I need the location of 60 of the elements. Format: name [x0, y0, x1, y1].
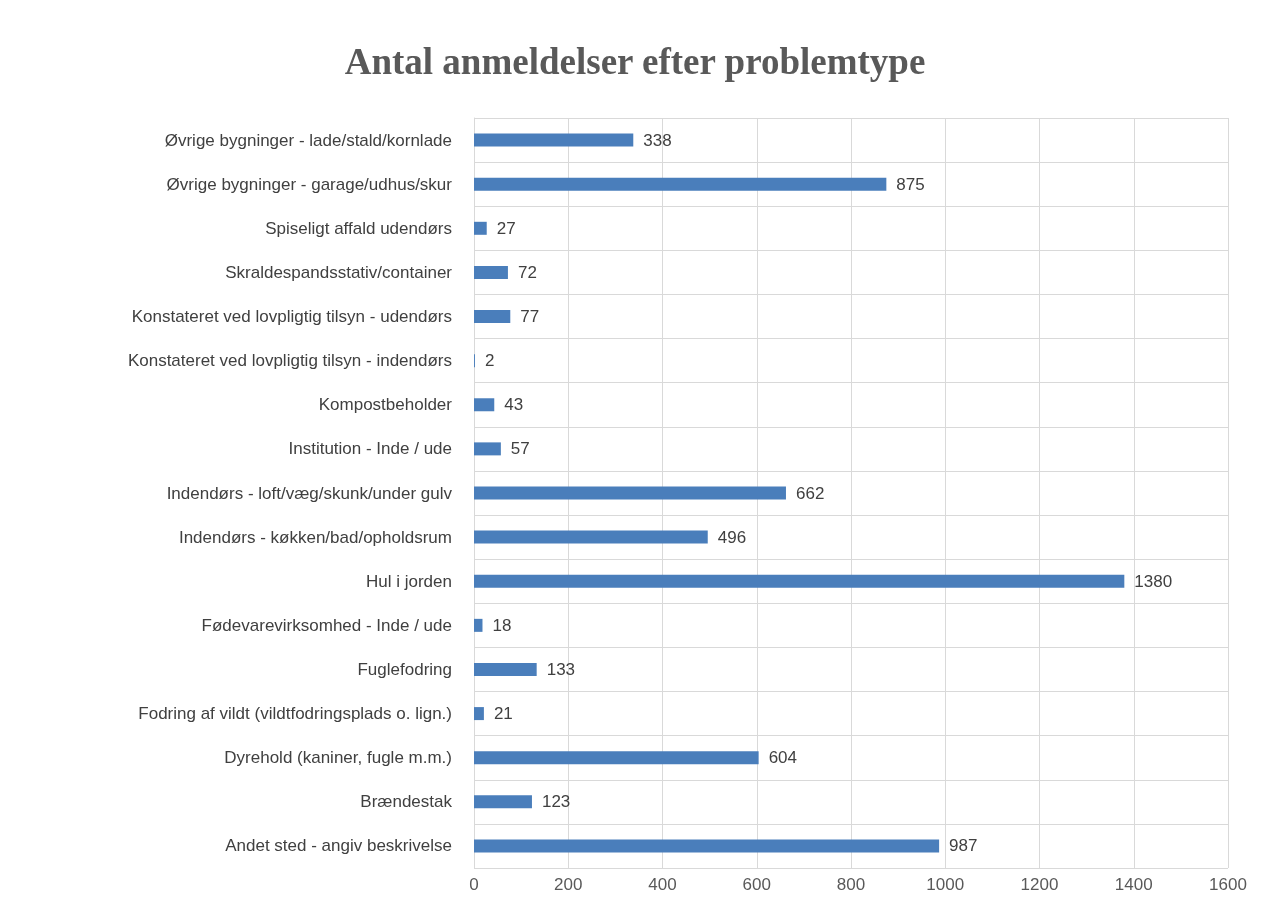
- y-tick-label: Dyrehold (kaniner, fugle m.m.): [224, 748, 452, 768]
- bar: [474, 751, 759, 765]
- data-label: 57: [510, 439, 530, 459]
- y-tick-label: Indendørs - køkken/bad/opholdsrum: [178, 527, 452, 547]
- y-tick-label: Indendørs - loft/væg/skunk/under gulv: [166, 483, 453, 503]
- data-label: 123: [541, 792, 571, 812]
- bar: [474, 662, 537, 676]
- y-tick-label: Fødevarevirksomhed - Inde / ude: [201, 615, 452, 635]
- bar: [474, 530, 708, 544]
- x-tick-label: 1400: [1114, 875, 1153, 894]
- data-label: 2: [484, 351, 495, 371]
- data-label: 496: [717, 527, 747, 547]
- bar: [474, 442, 501, 456]
- y-tick-label: Konstateret ved lovpligtig tilsyn - udendørs: [131, 307, 452, 327]
- data-label: 662: [795, 483, 825, 503]
- y-tick-label: Spiseligt affald udendørs: [265, 218, 452, 238]
- y-tick-label: Institution - Inde / ude: [288, 439, 452, 459]
- x-tick-label: 1600: [1209, 875, 1247, 894]
- bar: [474, 133, 634, 147]
- bar: [474, 839, 940, 853]
- bar: [474, 265, 508, 279]
- y-tick-label: Fodring af vildt (vildtfodringsplads o. lign.): [138, 704, 452, 724]
- data-label: 77: [520, 307, 540, 327]
- x-tick-label: 200: [554, 875, 583, 894]
- y-tick-label: Kompostbeholder: [318, 395, 453, 415]
- y-tick-label: Andet sted - angiv beskrivelse: [225, 836, 452, 856]
- data-label: 133: [546, 659, 576, 679]
- bar: [474, 310, 511, 324]
- data-label: 72: [517, 262, 537, 282]
- x-tick-label: 1000: [926, 875, 965, 894]
- y-tick-label: Konstateret ved lovpligtig tilsyn - indendørs: [127, 351, 452, 371]
- data-label: 875: [896, 174, 925, 194]
- data-label: 1380: [1134, 571, 1173, 591]
- bar: [474, 486, 786, 500]
- x-tick-label: 1200: [1020, 875, 1059, 894]
- bar: [474, 618, 483, 632]
- data-label: 604: [768, 748, 798, 768]
- bar: [474, 795, 532, 809]
- x-tick-label: 400: [648, 875, 677, 894]
- y-tick-label: Fuglefodring: [357, 659, 452, 679]
- y-tick-label: Hul i jorden: [366, 571, 452, 591]
- bar: [474, 707, 484, 721]
- bar: [474, 221, 487, 235]
- x-tick-label: 600: [742, 875, 771, 894]
- data-label: 18: [492, 615, 512, 635]
- x-tick-label: 800: [836, 875, 866, 894]
- bar: [474, 177, 887, 191]
- data-label: 338: [643, 130, 672, 150]
- data-label: 27: [496, 218, 516, 238]
- bar: [474, 398, 495, 412]
- data-label: 21: [493, 704, 513, 724]
- bar: [474, 574, 1125, 588]
- chart-title: Antal anmeldelser efter problemtype: [344, 41, 926, 82]
- y-tick-label: Øvrige bygninger - lade/stald/kornlade: [164, 130, 452, 150]
- y-tick-label: Øvrige bygninger - garage/udhus/skur: [166, 174, 453, 194]
- y-tick-label: Brændestak: [360, 792, 453, 812]
- y-tick-label: Skraldespandsstativ/container: [225, 262, 453, 282]
- x-tick-label: 0: [469, 875, 479, 894]
- data-label: 43: [504, 395, 524, 415]
- data-label: 987: [949, 836, 978, 856]
